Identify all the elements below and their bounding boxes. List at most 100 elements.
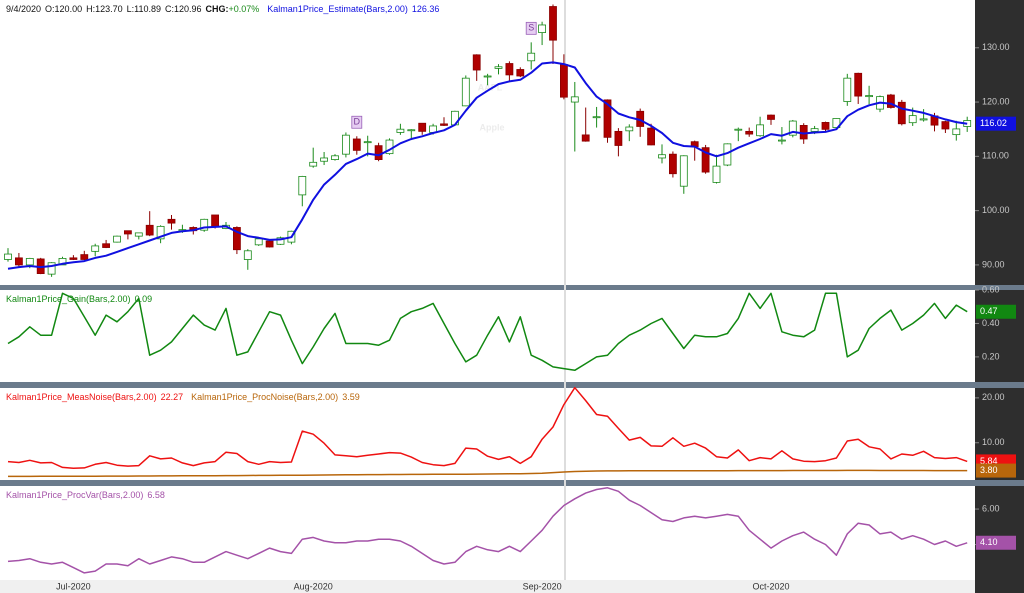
last-value-box — [976, 463, 1016, 478]
candle-body — [941, 121, 950, 130]
y-tick-label: 20.00 — [982, 392, 1005, 402]
candle-body — [91, 245, 100, 252]
header-low: L:110.89 — [127, 4, 161, 14]
signal-marker-label: S — [528, 23, 534, 33]
candle-body — [952, 128, 961, 136]
legend-name: Kalman1Price_MeasNoise(Bars,2.00) — [6, 392, 157, 402]
candle-body — [581, 134, 590, 142]
watermark-name: Apple — [479, 122, 504, 132]
candle-body — [276, 237, 285, 245]
header-change: +0.07% — [229, 4, 260, 14]
indicator-line — [7, 292, 968, 372]
indicator-line — [8, 469, 968, 478]
candle-body — [265, 240, 274, 248]
header-date: 9/4/2020 — [6, 4, 41, 14]
candle-body — [745, 130, 754, 135]
watermark-symbol: AAPL — [478, 82, 503, 92]
legend-value: 6.58 — [147, 490, 165, 500]
candle-body — [756, 124, 764, 137]
candle-body — [505, 63, 514, 76]
candle-body — [887, 94, 895, 108]
pane-separator — [0, 382, 1024, 388]
candle-body — [832, 118, 841, 128]
candle-body — [658, 154, 666, 159]
candle-body — [516, 69, 525, 77]
y-tick-label: 0.60 — [982, 284, 1000, 294]
candle-body — [767, 114, 775, 120]
last-value-label: 116.02 — [980, 118, 1007, 128]
candle-body — [4, 253, 12, 260]
candle-body — [897, 101, 906, 125]
candle-body — [407, 129, 416, 132]
candle-body — [363, 141, 372, 144]
candle-body — [352, 138, 361, 151]
legend-value: 126.36 — [412, 4, 440, 14]
y-tick-label: 130.00 — [982, 42, 1010, 52]
legend-name: Kalman1Price_Estimate(Bars,2.00) — [267, 4, 408, 14]
pane-legend: Kalman1Price_ProcVar(Bars,2.00) 6.58 — [6, 490, 165, 500]
candle-body — [472, 54, 481, 71]
legend-value: 22.27 — [161, 392, 184, 402]
last-value-box — [976, 116, 1016, 131]
candle-body — [167, 218, 176, 224]
pane-legend: Kalman1Price_Gain(Bars,2.00) 0.09 — [6, 294, 152, 304]
signal-marker-label: D — [354, 117, 361, 127]
candle-body — [843, 77, 852, 102]
last-value-label: 5.84 — [980, 456, 998, 466]
candle-body — [788, 120, 797, 136]
candle-body — [156, 225, 165, 240]
candle-body — [527, 52, 536, 62]
candle-body — [102, 243, 110, 248]
x-tick-label: Aug-2020 — [294, 581, 333, 591]
candle-body — [854, 72, 863, 97]
candle-body — [592, 116, 601, 119]
candle-body — [113, 235, 121, 243]
candle-body — [778, 139, 786, 142]
candle-body — [570, 96, 579, 103]
candle-body — [47, 262, 56, 275]
candle-body — [320, 157, 329, 162]
candle-body — [374, 145, 383, 161]
candle-body — [919, 118, 928, 121]
candle-body — [80, 254, 89, 260]
candle-body — [810, 128, 819, 132]
candle-body — [679, 155, 688, 187]
candle-body — [461, 77, 470, 107]
last-value-box — [976, 535, 1016, 550]
candle-body — [821, 122, 830, 130]
candle-body — [494, 66, 503, 69]
legend-name: Kalman1Price_Gain(Bars,2.00) — [6, 294, 131, 304]
legend-value: 0.09 — [135, 294, 153, 304]
indicator-line — [7, 487, 968, 574]
header-close: C:120.96 — [165, 4, 202, 14]
candle-body — [908, 115, 917, 124]
x-tick-label: Sep-2020 — [523, 581, 562, 591]
candle-body — [647, 127, 655, 146]
header-change-label: CHG: — [206, 4, 229, 14]
candle-body — [418, 122, 427, 132]
signal-marker — [525, 21, 537, 35]
pane-legend: Kalman1Price_MeasNoise(Bars,2.00) 22.27 Ka… — [6, 392, 360, 402]
candle-body — [865, 95, 873, 98]
legend-name: Kalman1Price_ProcVar(Bars,2.00) — [6, 490, 143, 500]
candle-body — [614, 130, 623, 146]
candle-body — [254, 238, 263, 246]
candle-body — [625, 126, 634, 132]
y-tick-label: 0.20 — [982, 351, 1000, 361]
candle-body — [14, 257, 23, 266]
pane-legend: 9/4/2020 O:120.00 H:123.70 L:110.89 C:120.96… — [6, 4, 439, 14]
candle-body — [701, 147, 710, 173]
last-value-label: 3.80 — [980, 465, 998, 475]
candle-body — [243, 250, 252, 260]
y-tick-label: 120.00 — [982, 96, 1010, 106]
candle-body — [549, 6, 557, 41]
candle-body — [538, 24, 546, 33]
y-tick-label: 10.00 — [982, 437, 1005, 447]
last-value-label: 4.10 — [980, 537, 998, 547]
candle-body — [211, 214, 220, 228]
candle-body — [200, 218, 209, 231]
y-tick-label: 110.00 — [982, 151, 1009, 161]
candle-body — [734, 128, 743, 131]
header-open: O:120.00 — [45, 4, 82, 14]
